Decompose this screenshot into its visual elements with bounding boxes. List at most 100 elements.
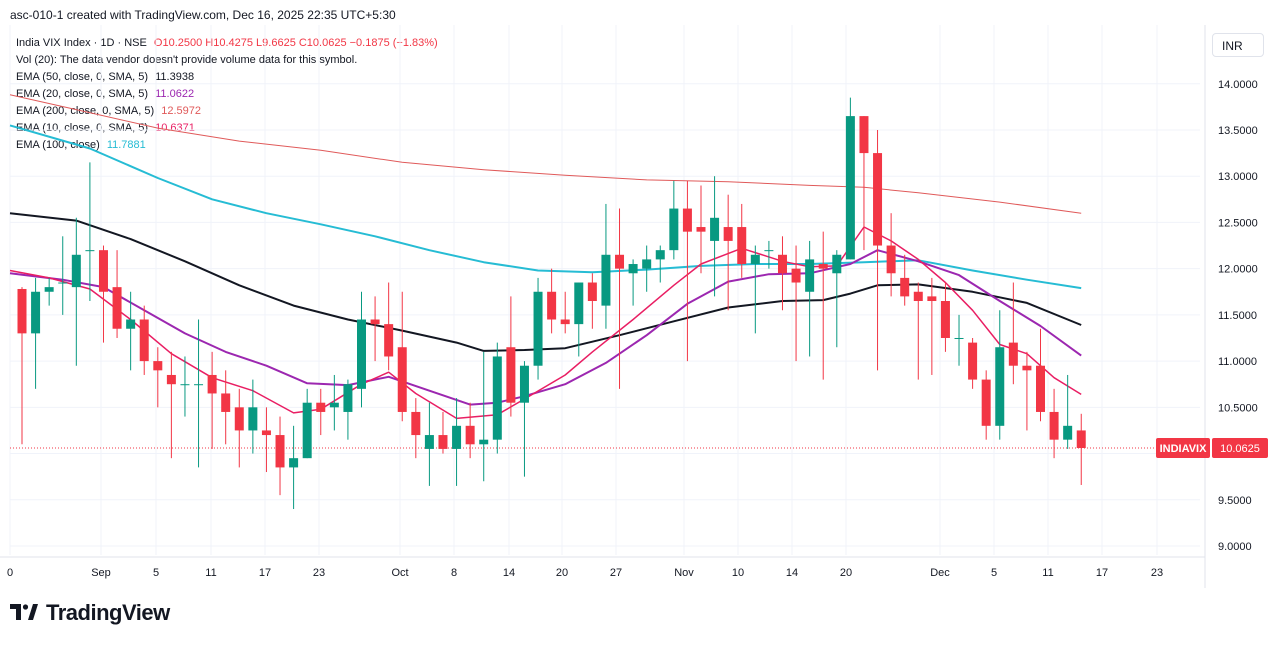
candle <box>180 356 190 417</box>
candle <box>153 347 163 408</box>
y-tick-label: 10.5000 <box>1218 402 1258 414</box>
ema-10-label: EMA (10, close, 0, SMA, 5) <box>16 122 149 134</box>
x-tick-label: Dec <box>930 567 950 579</box>
candle-body <box>560 319 570 325</box>
candle <box>628 259 638 306</box>
candle <box>764 240 774 269</box>
symbol-label: India VIX Index · 1D · NSE <box>16 37 147 49</box>
candle <box>615 208 625 389</box>
candle-body <box>1076 430 1086 449</box>
candle-body <box>533 291 543 366</box>
tradingview-logo[interactable]: TradingView <box>10 600 170 626</box>
candle <box>289 425 299 510</box>
candle <box>194 319 204 468</box>
x-tick-label: Oct <box>391 567 408 579</box>
candle-body <box>1049 411 1059 440</box>
y-tick-label: 13.0000 <box>1218 171 1258 183</box>
price-tag-value: 10.0625 <box>1220 443 1260 455</box>
candle-body <box>1063 425 1073 440</box>
candle <box>968 337 978 389</box>
candle-body <box>859 116 869 154</box>
y-tick-label: 13.5000 <box>1218 125 1258 137</box>
currency-button[interactable]: INR <box>1212 33 1264 57</box>
candle-body <box>519 365 529 403</box>
candle-body <box>818 264 828 269</box>
candle-body <box>723 227 733 241</box>
legend-ema-100[interactable]: EMA (100, close) 11.7881 <box>16 137 438 154</box>
candle-body <box>234 407 244 431</box>
legend-ema-200[interactable]: EMA (200, close, 0, SMA, 5) 12.5972 <box>16 103 438 120</box>
x-tick-label: 20 <box>556 567 568 579</box>
candle <box>506 296 516 417</box>
candle-body <box>370 319 380 325</box>
candles <box>17 97 1086 510</box>
y-tick-label: 9.5000 <box>1218 495 1252 507</box>
legend-ema-50[interactable]: EMA (50, close, 0, SMA, 5) 11.3938 <box>16 69 438 86</box>
candle-body <box>465 425 475 445</box>
ema-50-label: EMA (50, close, 0, SMA, 5) <box>16 71 149 83</box>
price-tag: INDIAVIX 10.0625 <box>1156 438 1268 458</box>
candle-body <box>85 250 95 252</box>
x-tick-label: Nov <box>674 567 694 579</box>
candle <box>479 351 489 482</box>
candle-body <box>506 347 516 403</box>
candle <box>940 282 950 352</box>
ema-50-value: 11.3938 <box>155 71 195 83</box>
candle-body <box>886 245 896 274</box>
candle-body <box>981 379 991 426</box>
candle-body <box>954 337 964 339</box>
candle <box>655 245 665 283</box>
candle <box>805 240 815 357</box>
candle-body <box>777 254 787 274</box>
candle-body <box>492 356 502 440</box>
candle-body <box>791 268 801 283</box>
candle <box>682 180 692 362</box>
x-tick-label: 11 <box>205 567 216 579</box>
candle-body <box>547 291 557 320</box>
candle <box>886 213 896 297</box>
legend-symbol-row[interactable]: India VIX Index · 1D · NSE O10.2500 H10.… <box>16 35 438 52</box>
x-tick-label: 17 <box>1096 567 1108 579</box>
candle-body <box>574 282 584 325</box>
candle <box>17 287 27 445</box>
candle <box>234 388 244 468</box>
ohlc-values: O10.2500 H10.4275 L9.6625 C10.0625 −0.18… <box>153 37 438 49</box>
axes: 14.0000 13.5000 13.0000 12.5000 12.0000 11.50… <box>0 25 1258 588</box>
legend-ema-20[interactable]: EMA (20, close, 0, SMA, 5) 11.0622 <box>16 86 438 103</box>
candle-body <box>98 250 108 292</box>
candle-body <box>601 254 611 306</box>
candle-body <box>1022 365 1032 371</box>
candle <box>261 407 271 473</box>
candle-body <box>805 259 815 292</box>
ema-20-label: EMA (20, close, 0, SMA, 5) <box>16 88 149 100</box>
ema-10-value: 10.6371 <box>155 122 195 134</box>
candle <box>221 370 231 445</box>
candle-body <box>411 411 421 436</box>
candle-body <box>289 458 299 468</box>
brand-name: TradingView <box>46 600 170 625</box>
x-tick-label: Sep <box>91 567 111 579</box>
candle <box>465 402 475 459</box>
candle-body <box>1036 365 1045 412</box>
ema-100-value: 11.7881 <box>106 139 146 151</box>
candle <box>519 361 529 477</box>
candle-body <box>180 384 190 386</box>
legend-ema-10[interactable]: EMA (10, close, 0, SMA, 5) 10.6371 <box>16 120 438 137</box>
price-tag-value-bg <box>1212 438 1268 458</box>
price-tag-symbol: INDIAVIX <box>1160 443 1208 455</box>
x-tick-label: 23 <box>1151 567 1163 579</box>
y-tick-label: 11.0000 <box>1218 356 1257 368</box>
candle-body <box>221 393 231 412</box>
ema-100-label: EMA (100, close) <box>16 139 100 151</box>
candle-body <box>940 301 950 338</box>
ema-100-line <box>9 124 1082 290</box>
candle-body <box>615 254 625 269</box>
candle-body <box>58 282 68 284</box>
candle-body <box>696 227 706 232</box>
candle <box>316 388 326 436</box>
candle <box>954 314 964 366</box>
candle-body <box>832 254 842 274</box>
x-tick-label: 17 <box>259 567 271 579</box>
y-tick-label: 12.5000 <box>1218 217 1258 229</box>
